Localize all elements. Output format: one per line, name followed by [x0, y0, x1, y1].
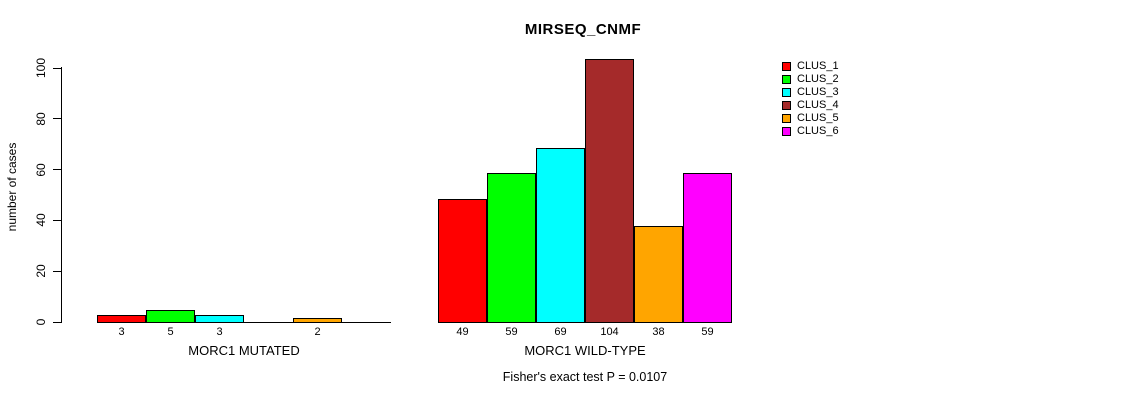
legend-label: CLUS_1 [797, 60, 839, 72]
legend-row: CLUS_6 [782, 125, 839, 138]
x-axis-group-label-wildtype: MORC1 WILD-TYPE [524, 343, 646, 358]
bar-clus_3 [195, 315, 244, 323]
legend-row: CLUS_1 [782, 60, 839, 73]
legend-swatch-clus_6 [782, 127, 791, 136]
bar-clus_6 [683, 173, 732, 323]
legend-row: CLUS_4 [782, 99, 839, 112]
legend-swatch-clus_2 [782, 75, 791, 84]
bar-value-label: 69 [554, 326, 567, 338]
legend-row: CLUS_5 [782, 112, 839, 125]
y-axis-tick [53, 169, 61, 171]
y-axis-tick [53, 118, 61, 120]
legend-label: CLUS_3 [797, 86, 839, 98]
y-axis-tick [53, 219, 61, 221]
bar-clus_3 [536, 148, 585, 323]
y-axis-line [61, 67, 62, 323]
bar-clus_5 [293, 318, 342, 323]
bar-clus_1 [97, 315, 146, 323]
legend-row: CLUS_3 [782, 86, 839, 99]
legend: CLUS_1 CLUS_2 CLUS_3 CLUS_4 CLUS_5 CLUS_6 [782, 60, 839, 138]
legend-label: CLUS_4 [797, 99, 839, 111]
legend-swatch-clus_1 [782, 62, 791, 71]
bar-clus_2 [487, 173, 536, 323]
legend-swatch-clus_4 [782, 101, 791, 110]
legend-row: CLUS_2 [782, 73, 839, 86]
fisher-test-annotation: Fisher's exact test P = 0.0107 [502, 370, 668, 384]
bar-value-label: 3 [216, 326, 223, 338]
bar-clus_4 [585, 59, 634, 323]
y-axis-tick-label: 80 [34, 112, 48, 126]
legend-swatch-clus_3 [782, 88, 791, 97]
legend-label: CLUS_2 [797, 73, 839, 85]
bar-value-label: 59 [505, 326, 518, 338]
bar-value-label: 2 [314, 326, 321, 338]
y-axis-tick-label: 0 [34, 318, 48, 326]
y-axis-tick-label: 40 [34, 213, 48, 228]
bar-clus_2 [146, 310, 195, 323]
bar-value-label: 3 [118, 326, 125, 338]
bar-clus_1 [438, 199, 487, 323]
y-axis-tick-label: 60 [34, 162, 48, 177]
bar-value-label: 38 [652, 326, 665, 338]
bar-value-label: 59 [701, 326, 714, 338]
y-axis-tick [53, 67, 61, 69]
y-axis-tick-label: 100 [34, 57, 48, 79]
bar-clus_5 [634, 226, 683, 323]
x-axis-group-label-mutated: MORC1 MUTATED [188, 343, 300, 358]
chart-title: MIRSEQ_CNMF [524, 21, 642, 38]
x-axis-baseline [97, 322, 391, 323]
y-axis-tick-label: 20 [34, 264, 48, 278]
bar-value-label: 5 [167, 326, 174, 338]
y-axis-tick [53, 321, 61, 323]
legend-label: CLUS_6 [797, 125, 839, 137]
bar-value-label: 104 [600, 326, 619, 338]
y-axis-tick [53, 270, 61, 272]
y-axis-title: number of cases [5, 142, 19, 232]
legend-label: CLUS_5 [797, 112, 839, 124]
legend-swatch-clus_5 [782, 114, 791, 123]
bar-value-label: 49 [456, 326, 469, 338]
